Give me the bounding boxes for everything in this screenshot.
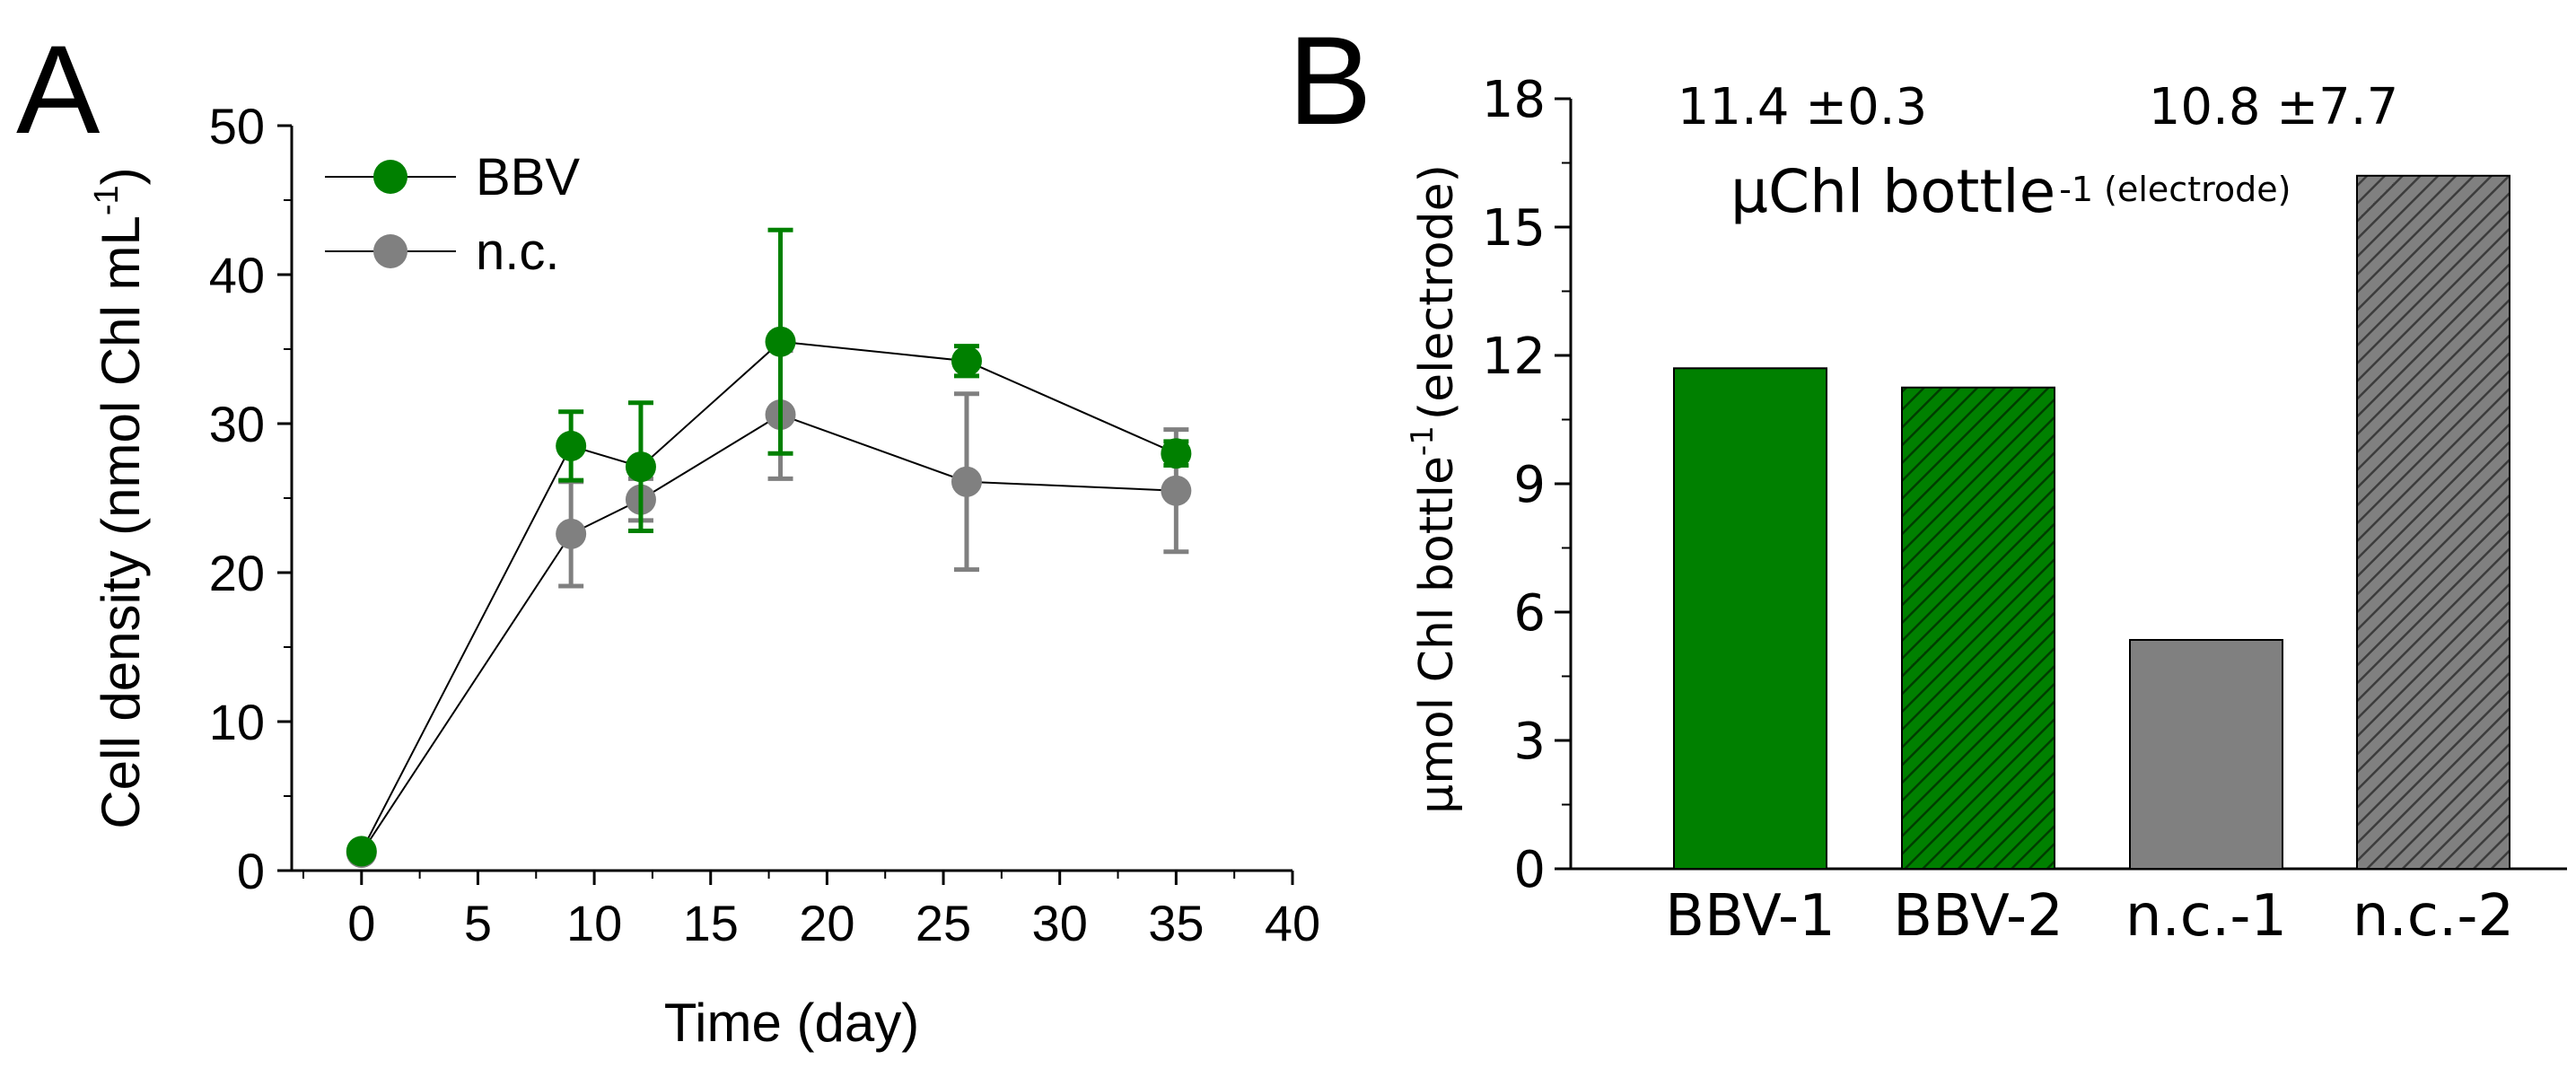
chart-b: 0 3 6 9 12 15 18 BBV-1 BBV-2 n.c.-1 n.c.-2 μmol C… xyxy=(1405,71,2567,950)
chart-a-y-tick-label: 40 xyxy=(209,247,265,303)
legend-bbv-marker xyxy=(373,160,407,194)
chart-b-ticks xyxy=(1555,97,1571,871)
chart-a-x-title: Time (day) xyxy=(664,993,919,1053)
chart-a-axes xyxy=(290,126,1292,872)
chart-a-x-tick-label: 5 xyxy=(464,895,492,951)
chart-a-x-tick-label: 40 xyxy=(1265,895,1320,951)
legend-nc-label: n.c. xyxy=(476,223,560,281)
series-bbv-point xyxy=(625,451,656,483)
series-nc-point xyxy=(951,466,982,497)
series-bbv-point xyxy=(1161,438,1192,469)
annotation-nc-mean: 10.8 ±7.7 xyxy=(2149,78,2398,136)
series-bbv xyxy=(346,227,1192,867)
chart-a-x-tick-label: 10 xyxy=(566,895,622,951)
category-label: n.c.-2 xyxy=(2353,883,2514,950)
legend-nc-marker xyxy=(373,234,407,268)
chart-a-y-tick-label: 10 xyxy=(209,694,265,750)
chart-a-x-tick-label: 0 xyxy=(347,895,375,951)
chart-b-category-labels: BBV-1 BBV-2 n.c.-1 n.c.-2 xyxy=(1665,883,2514,950)
bar-nc-2 xyxy=(2356,174,2510,871)
chart-a-series xyxy=(346,227,1192,869)
chart-b-y-tick-label: 12 xyxy=(1482,328,1546,386)
panel-b-label: B xyxy=(1288,10,1371,151)
legend-bbv-label: BBV xyxy=(476,148,580,206)
chart-a: 0 5 10 15 20 25 30 35 40 0 10 20 30 40 50 Time (day) C… xyxy=(88,98,1320,1053)
chart-a-y-tick-label: 50 xyxy=(209,98,265,154)
chart-a-x-tick-label: 30 xyxy=(1032,895,1088,951)
series-bbv-point xyxy=(765,326,796,357)
chart-b-unit-label: μChl bottle -1 (electrode) xyxy=(1730,157,2291,226)
series-bbv-line xyxy=(360,340,1177,852)
annotation-bbv-mean: 11.4 ±0.3 xyxy=(1678,78,1927,136)
chart-b-y-tick-label: 15 xyxy=(1482,199,1546,258)
chart-b-y-tick-label: 0 xyxy=(1513,841,1546,899)
series-nc-point xyxy=(1161,475,1192,506)
chart-a-y-title: Cell density (nmol Chl mL-1) xyxy=(88,167,151,828)
chart-a-x-tick-label: 20 xyxy=(799,895,854,951)
series-bbv-point xyxy=(951,346,982,377)
chart-a-y-tick-label: 30 xyxy=(209,396,265,452)
series-bbv-point xyxy=(556,430,587,461)
chart-a-y-tick-label: 20 xyxy=(209,545,265,601)
series-nc-point xyxy=(556,518,587,549)
series-bbv-point xyxy=(346,836,377,867)
chart-a-x-tick-label: 15 xyxy=(683,895,739,951)
chart-b-y-tick-label: 3 xyxy=(1513,713,1546,771)
chart-b-tick-labels: 0 3 6 9 12 15 18 xyxy=(1482,71,1546,899)
category-label: BBV-1 xyxy=(1665,883,1836,950)
chart-a-ticks xyxy=(277,124,1294,885)
chart-b-y-tick-label: 6 xyxy=(1513,584,1546,643)
bar-nc-1 xyxy=(2129,638,2283,870)
series-nc-line xyxy=(360,413,1177,854)
chart-a-x-tick-label: 25 xyxy=(916,895,971,951)
chart-a-y-tick-label: 0 xyxy=(237,843,265,899)
chart-b-y-tick-label: 18 xyxy=(1482,71,1546,129)
chart-a-tick-labels: 0 5 10 15 20 25 30 35 40 0 10 20 30 40 50 xyxy=(209,98,1320,951)
category-label: n.c.-1 xyxy=(2125,883,2287,950)
bar-bbv-2 xyxy=(1901,386,2055,870)
series-nc xyxy=(346,348,1192,869)
panel-a-label: A xyxy=(16,19,101,160)
chart-b-y-title: μmol Chl bottle-1(electrode) xyxy=(1405,164,1464,814)
category-label: BBV-2 xyxy=(1893,883,2063,950)
chart-a-x-tick-label: 35 xyxy=(1148,895,1204,951)
chart-b-bars xyxy=(1673,174,2510,871)
bar-bbv-1 xyxy=(1673,367,1827,870)
chart-a-legend: BBV n.c. xyxy=(325,148,580,281)
chart-b-y-tick-label: 9 xyxy=(1513,456,1546,514)
